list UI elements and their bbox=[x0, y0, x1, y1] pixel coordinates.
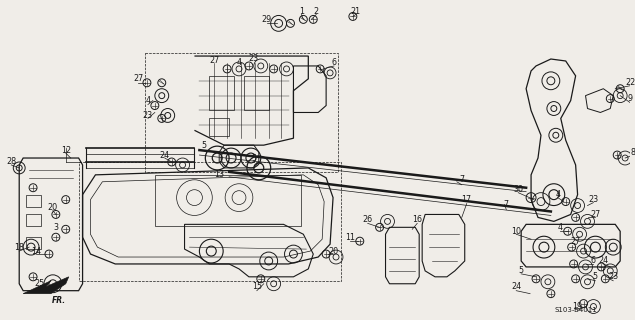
Text: 11: 11 bbox=[345, 233, 355, 242]
Text: 1: 1 bbox=[299, 7, 304, 16]
Bar bbox=[145, 53, 338, 172]
Bar bbox=[244, 76, 269, 110]
Bar bbox=[210, 118, 229, 136]
Bar bbox=[26, 195, 41, 206]
Text: 19: 19 bbox=[573, 302, 583, 311]
Bar bbox=[26, 237, 41, 249]
Text: 23: 23 bbox=[608, 272, 618, 281]
Text: 21: 21 bbox=[351, 7, 361, 16]
Text: 17: 17 bbox=[462, 195, 472, 204]
Text: 24: 24 bbox=[511, 282, 521, 291]
Text: 5: 5 bbox=[593, 272, 598, 281]
Text: 7: 7 bbox=[459, 175, 464, 184]
Text: 27: 27 bbox=[209, 57, 219, 66]
Text: 23: 23 bbox=[249, 53, 259, 62]
Text: 12: 12 bbox=[61, 146, 71, 155]
Bar bbox=[155, 175, 302, 226]
Text: 24: 24 bbox=[159, 150, 170, 160]
Bar bbox=[26, 214, 41, 226]
Text: 5: 5 bbox=[202, 141, 207, 150]
Text: 20: 20 bbox=[48, 203, 58, 212]
Text: 4: 4 bbox=[555, 190, 560, 199]
Text: 4: 4 bbox=[145, 96, 150, 105]
Text: 13: 13 bbox=[214, 170, 224, 179]
Text: 23: 23 bbox=[143, 111, 153, 120]
Text: 30: 30 bbox=[513, 185, 523, 194]
Text: 15: 15 bbox=[251, 282, 262, 291]
Text: 27: 27 bbox=[133, 74, 143, 83]
Text: 22: 22 bbox=[625, 78, 635, 87]
Text: 4: 4 bbox=[558, 223, 562, 232]
Bar bbox=[210, 76, 234, 110]
Text: 25: 25 bbox=[34, 279, 44, 288]
Text: 6: 6 bbox=[591, 257, 596, 266]
Text: 9: 9 bbox=[627, 94, 632, 103]
Bar bbox=[79, 162, 341, 281]
Text: 5: 5 bbox=[519, 266, 524, 276]
Text: 24: 24 bbox=[598, 257, 608, 266]
Text: 7: 7 bbox=[504, 200, 509, 209]
Text: 26: 26 bbox=[363, 215, 373, 224]
Text: 10: 10 bbox=[511, 227, 521, 236]
Polygon shape bbox=[23, 277, 69, 294]
Text: 27: 27 bbox=[570, 237, 581, 246]
Text: 23: 23 bbox=[589, 195, 599, 204]
Text: 16: 16 bbox=[412, 215, 422, 224]
Text: 4: 4 bbox=[236, 59, 241, 68]
Text: 28: 28 bbox=[6, 157, 17, 166]
Text: FR.: FR. bbox=[51, 296, 66, 305]
Text: 8: 8 bbox=[631, 148, 635, 156]
Text: 20: 20 bbox=[328, 247, 338, 256]
Text: 27: 27 bbox=[591, 210, 601, 219]
Text: 5: 5 bbox=[251, 154, 257, 163]
Text: 18: 18 bbox=[14, 243, 24, 252]
Text: 14: 14 bbox=[31, 247, 41, 256]
Text: S103-B4011: S103-B4011 bbox=[554, 308, 597, 314]
Text: 2: 2 bbox=[314, 7, 319, 16]
Text: 6: 6 bbox=[331, 59, 337, 68]
Text: 3: 3 bbox=[53, 223, 58, 232]
Text: 29: 29 bbox=[262, 15, 272, 24]
